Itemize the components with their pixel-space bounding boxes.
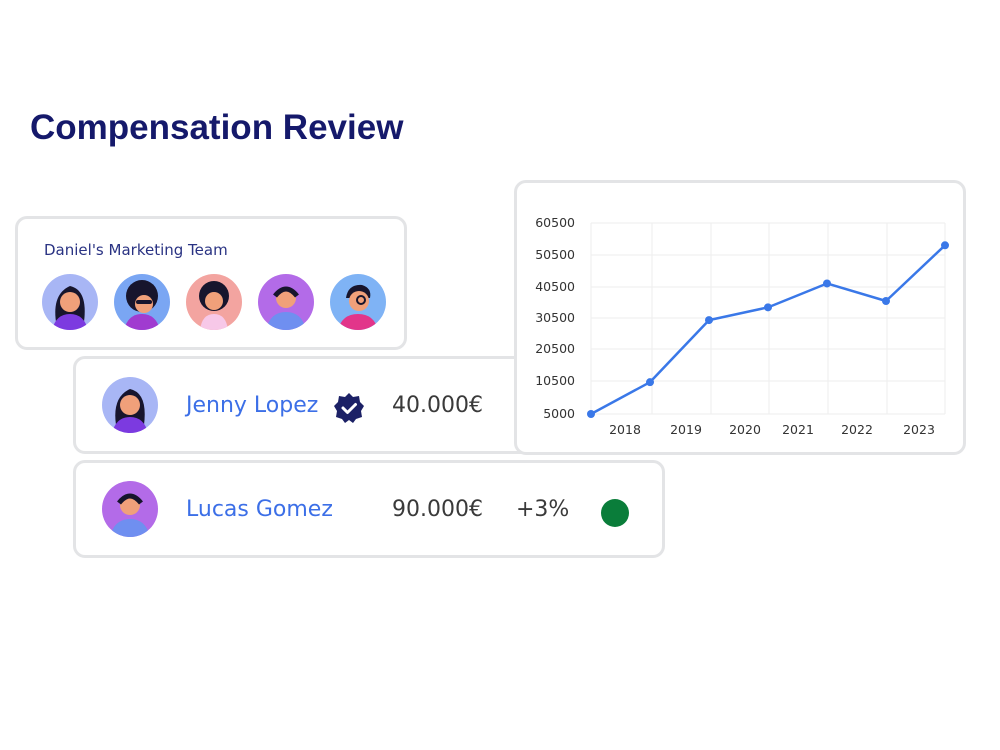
- verified-badge-icon: [333, 392, 365, 428]
- employee-row-lucas[interactable]: Lucas Gomez 90.000€ +3%: [73, 460, 665, 558]
- salary-change: +3%: [516, 497, 570, 522]
- avatar-woman-long-hair-icon: [102, 377, 158, 433]
- team-card[interactable]: Daniel's Marketing Team: [15, 216, 407, 350]
- y-tick-label: 40500: [535, 279, 575, 294]
- employee-name[interactable]: Lucas Gomez: [186, 497, 333, 522]
- avatar-woman-sunglasses-icon[interactable]: [114, 274, 170, 330]
- y-tick-label: 10500: [535, 373, 575, 388]
- data-point: [646, 378, 654, 387]
- series-line: [590, 244, 946, 416]
- y-tick-label: 20500: [535, 341, 575, 356]
- avatar-man-headset-icon[interactable]: [258, 274, 314, 330]
- data-point: [882, 296, 890, 305]
- x-tick-label: 2023: [903, 422, 935, 437]
- data-point: [705, 316, 713, 325]
- page-title: Compensation Review: [30, 108, 404, 147]
- data-point: [823, 279, 831, 288]
- y-tick-label: 50500: [535, 247, 575, 262]
- status-indicator: [601, 499, 629, 527]
- x-tick-label: 2018: [609, 422, 641, 437]
- employee-salary: 90.000€: [392, 497, 483, 522]
- data-point: [764, 303, 772, 312]
- y-tick-label: 60500: [535, 215, 575, 230]
- x-tick-label: 2021: [782, 422, 814, 437]
- avatar-woman-long-hair-icon[interactable]: [42, 274, 98, 330]
- y-tick-label: 5000: [543, 406, 575, 421]
- team-name: Daniel's Marketing Team: [44, 241, 228, 259]
- data-point: [587, 410, 595, 418]
- team-avatars: [42, 274, 386, 330]
- salary-chart-card: 60500 50500 40500 30500 20500 10500 5000 2018 20…: [514, 180, 966, 455]
- salary-line-chart: 60500 50500 40500 30500 20500 10500 5000 2018 20…: [535, 215, 949, 437]
- x-tick-label: 2022: [841, 422, 873, 437]
- avatar-man-glasses-icon[interactable]: [330, 274, 386, 330]
- employee-name[interactable]: Jenny Lopez: [186, 393, 319, 418]
- x-tick-label: 2019: [670, 422, 702, 437]
- data-point: [941, 241, 949, 250]
- employee-salary: 40.000€: [392, 393, 483, 418]
- x-tick-label: 2020: [729, 422, 761, 437]
- avatar-man-headset-icon: [102, 481, 158, 537]
- y-tick-label: 30500: [535, 310, 575, 325]
- avatar-woman-curly-hair-icon[interactable]: [186, 274, 242, 330]
